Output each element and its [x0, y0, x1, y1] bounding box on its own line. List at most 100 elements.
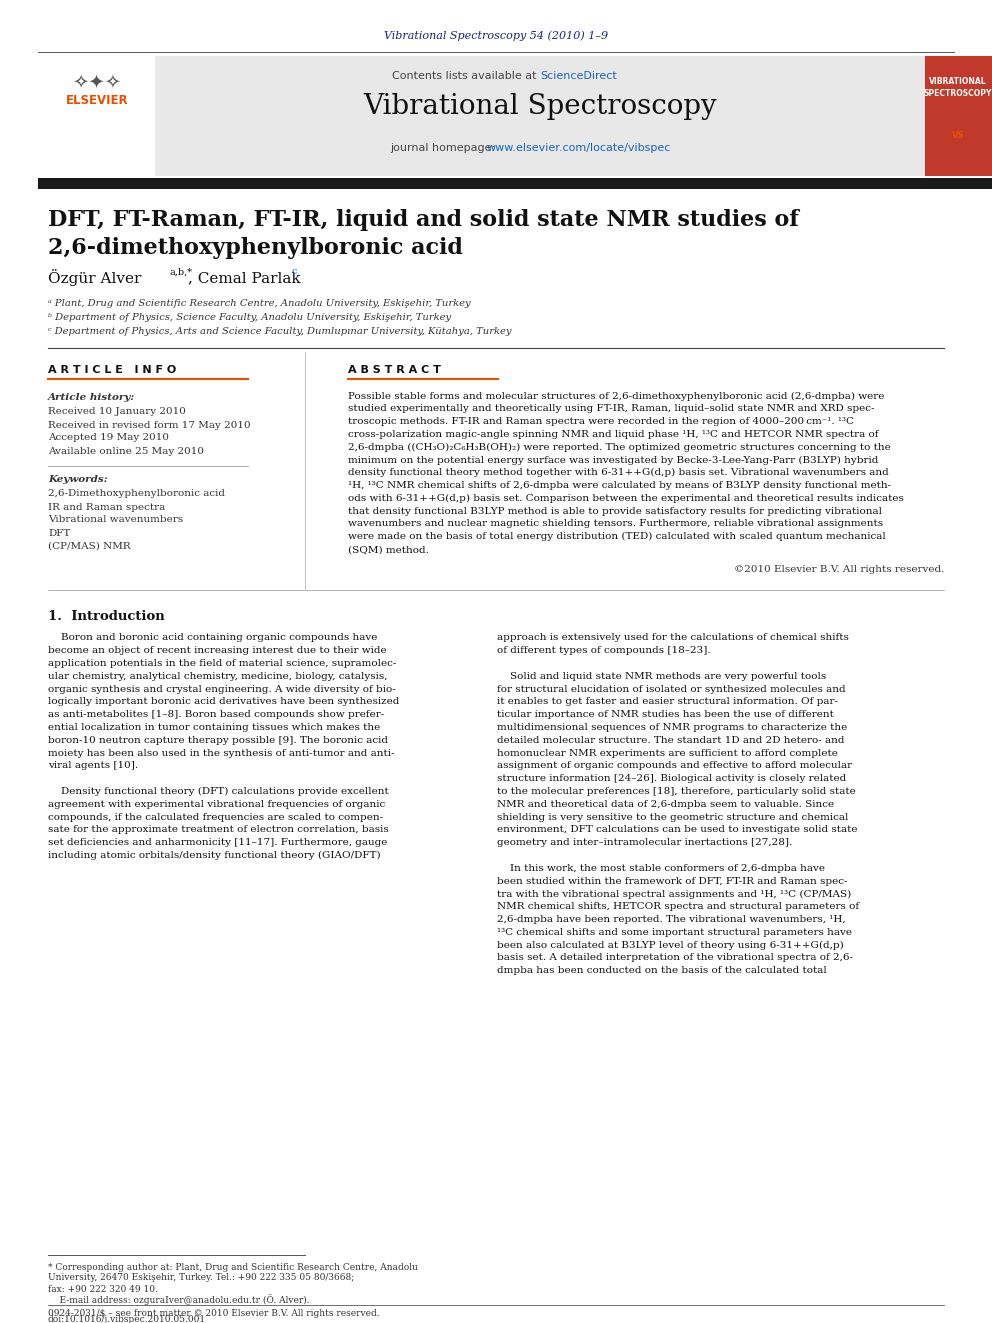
- Text: Solid and liquid state NMR methods are very powerful tools: Solid and liquid state NMR methods are v…: [497, 672, 826, 681]
- Text: 2,6-dmpba ((CH₃O)₂C₆H₃B(OH)₂) were reported. The optimized geometric structures : 2,6-dmpba ((CH₃O)₂C₆H₃B(OH)₂) were repor…: [348, 443, 891, 451]
- Text: agreement with experimental vibrational frequencies of organic: agreement with experimental vibrational …: [48, 800, 385, 808]
- Text: ¹H, ¹³C NMR chemical shifts of 2,6-dmpba were calculated by means of B3LYP densi: ¹H, ¹³C NMR chemical shifts of 2,6-dmpba…: [348, 482, 891, 490]
- Text: ential localization in tumor containing tissues which makes the: ential localization in tumor containing …: [48, 724, 380, 732]
- Text: sate for the approximate treatment of electron correlation, basis: sate for the approximate treatment of el…: [48, 826, 389, 835]
- Text: cross-polarization magic-angle spinning NMR and liquid phase ¹H, ¹³C and HETCOR : cross-polarization magic-angle spinning …: [348, 430, 879, 439]
- Text: shielding is very sensitive to the geometric structure and chemical: shielding is very sensitive to the geome…: [497, 812, 848, 822]
- Text: minimum on the potential energy surface was investigated by Becke-3-Lee-Yang-Par: minimum on the potential energy surface …: [348, 455, 878, 464]
- Text: ELSEVIER: ELSEVIER: [65, 94, 128, 106]
- Text: basis set. A detailed interpretation of the vibrational spectra of 2,6-: basis set. A detailed interpretation of …: [497, 954, 853, 963]
- Text: ✧✦✧: ✧✦✧: [72, 73, 122, 91]
- Text: troscopic methods. FT-IR and Raman spectra were recorded in the region of 4000–2: troscopic methods. FT-IR and Raman spect…: [348, 417, 854, 426]
- Text: moiety has been also used in the synthesis of anti-tumor and anti-: moiety has been also used in the synthes…: [48, 749, 395, 758]
- Text: to the molecular preferences [18], therefore, particularly solid state: to the molecular preferences [18], there…: [497, 787, 856, 796]
- Text: University, 26470 Eskişehir, Turkey. Tel.: +90 222 335 05 80/3668;: University, 26470 Eskişehir, Turkey. Tel…: [48, 1274, 354, 1282]
- Text: studied experimentally and theoretically using FT-IR, Raman, liquid–solid state : studied experimentally and theoretically…: [348, 405, 875, 413]
- Text: of different types of compounds [18–23].: of different types of compounds [18–23].: [497, 647, 710, 655]
- Text: A R T I C L E   I N F O: A R T I C L E I N F O: [48, 365, 177, 374]
- Text: 2,6-dmpba have been reported. The vibrational wavenumbers, ¹H,: 2,6-dmpba have been reported. The vibrat…: [497, 916, 845, 923]
- Text: DFT, FT-Raman, FT-IR, liquid and solid state NMR studies of: DFT, FT-Raman, FT-IR, liquid and solid s…: [48, 209, 799, 232]
- Text: environment, DFT calculations can be used to investigate solid state: environment, DFT calculations can be use…: [497, 826, 857, 835]
- Text: c: c: [292, 267, 298, 277]
- Text: IR and Raman spectra: IR and Raman spectra: [48, 503, 166, 512]
- Text: ᵇ Department of Physics, Science Faculty, Anadolu University, Eskişehir, Turkey: ᵇ Department of Physics, Science Faculty…: [48, 314, 451, 323]
- Text: density functional theory method together with 6-31++G(d,p) basis set. Vibration: density functional theory method togethe…: [348, 468, 889, 478]
- Text: Article history:: Article history:: [48, 393, 135, 401]
- Text: NMR chemical shifts, HETCOR spectra and structural parameters of: NMR chemical shifts, HETCOR spectra and …: [497, 902, 859, 912]
- Text: set deficiencies and anharmonicity [11–17]. Furthermore, gauge: set deficiencies and anharmonicity [11–1…: [48, 839, 387, 847]
- Text: 2,6-Dimethoxyphenylboronic acid: 2,6-Dimethoxyphenylboronic acid: [48, 490, 225, 499]
- Text: become an object of recent increasing interest due to their wide: become an object of recent increasing in…: [48, 647, 387, 655]
- Text: boron-10 neutron capture therapy possible [9]. The boronic acid: boron-10 neutron capture therapy possibl…: [48, 736, 388, 745]
- Text: been also calculated at B3LYP level of theory using 6-31++G(d,p): been also calculated at B3LYP level of t…: [497, 941, 844, 950]
- Text: organic synthesis and crystal engineering. A wide diversity of bio-: organic synthesis and crystal engineerin…: [48, 685, 396, 693]
- Text: homonuclear NMR experiments are sufficient to afford complete: homonuclear NMR experiments are sufficie…: [497, 749, 838, 758]
- Text: been studied within the framework of DFT, FT-IR and Raman spec-: been studied within the framework of DFT…: [497, 877, 847, 885]
- Bar: [925, 56, 992, 176]
- Text: Possible stable forms and molecular structures of 2,6-dimethoxyphenylboronic aci: Possible stable forms and molecular stru…: [348, 392, 885, 401]
- Text: ticular importance of NMR studies has been the use of different: ticular importance of NMR studies has be…: [497, 710, 834, 720]
- Bar: [38, 179, 992, 189]
- Text: 1.  Introduction: 1. Introduction: [48, 610, 165, 623]
- Text: including atomic orbitals/density functional theory (GIAO/DFT): including atomic orbitals/density functi…: [48, 851, 381, 860]
- Text: journal homepage:: journal homepage:: [390, 143, 499, 153]
- Text: SPECTROSCOPY: SPECTROSCOPY: [924, 90, 992, 98]
- Text: DFT: DFT: [48, 528, 70, 537]
- Text: ©2010 Elsevier B.V. All rights reserved.: ©2010 Elsevier B.V. All rights reserved.: [734, 565, 944, 574]
- Text: VS: VS: [951, 131, 964, 139]
- Bar: [38, 56, 155, 176]
- Text: Contents lists available at: Contents lists available at: [392, 71, 540, 81]
- Text: Özgür Alver: Özgür Alver: [48, 270, 142, 287]
- Text: ᵃ Plant, Drug and Scientific Research Centre, Anadolu University, Eskişehir, Tur: ᵃ Plant, Drug and Scientific Research Ce…: [48, 299, 470, 308]
- Text: NMR and theoretical data of 2,6-dmpba seem to valuable. Since: NMR and theoretical data of 2,6-dmpba se…: [497, 800, 834, 808]
- Text: wavenumbers and nuclear magnetic shielding tensors. Furthermore, reliable vibrat: wavenumbers and nuclear magnetic shieldi…: [348, 520, 883, 528]
- Text: logically important boronic acid derivatives have been synthesized: logically important boronic acid derivat…: [48, 697, 400, 706]
- Text: a,b,*: a,b,*: [170, 267, 193, 277]
- Text: Density functional theory (DFT) calculations provide excellent: Density functional theory (DFT) calculat…: [48, 787, 389, 796]
- Text: structure information [24–26]. Biological activity is closely related: structure information [24–26]. Biologica…: [497, 774, 846, 783]
- Text: Accepted 19 May 2010: Accepted 19 May 2010: [48, 434, 169, 442]
- Text: 2,6-dimethoxyphenylboronic acid: 2,6-dimethoxyphenylboronic acid: [48, 237, 463, 259]
- Text: approach is extensively used for the calculations of chemical shifts: approach is extensively used for the cal…: [497, 634, 849, 643]
- Text: Keywords:: Keywords:: [48, 475, 107, 484]
- Text: www.elsevier.com/locate/vibspec: www.elsevier.com/locate/vibspec: [487, 143, 672, 153]
- Text: ods with 6-31++G(d,p) basis set. Comparison between the experimental and theoret: ods with 6-31++G(d,p) basis set. Compari…: [348, 493, 904, 503]
- Text: doi:10.1016/j.vibspec.2010.05.001: doi:10.1016/j.vibspec.2010.05.001: [48, 1315, 206, 1323]
- Text: detailed molecular structure. The standart 1D and 2D hetero- and: detailed molecular structure. The standa…: [497, 736, 844, 745]
- Text: it enables to get faster and easier structural information. Of par-: it enables to get faster and easier stru…: [497, 697, 838, 706]
- Text: tra with the vibrational spectral assignments and ¹H, ¹³C (CP/MAS): tra with the vibrational spectral assign…: [497, 889, 851, 898]
- Text: E-mail address: ozguraIver@anadolu.edu.tr (Ö. Alver).: E-mail address: ozguraIver@anadolu.edu.t…: [48, 1294, 310, 1306]
- Text: Available online 25 May 2010: Available online 25 May 2010: [48, 446, 204, 455]
- Text: (CP/MAS) NMR: (CP/MAS) NMR: [48, 541, 131, 550]
- Text: viral agents [10].: viral agents [10].: [48, 762, 138, 770]
- Text: for structural elucidation of isolated or synthesized molecules and: for structural elucidation of isolated o…: [497, 685, 845, 693]
- Text: ᶜ Department of Physics, Arts and Science Faculty, Dumlupınar University, Kütahy: ᶜ Department of Physics, Arts and Scienc…: [48, 328, 512, 336]
- Text: Vibrational Spectroscopy: Vibrational Spectroscopy: [363, 94, 717, 120]
- Text: were made on the basis of total energy distribution (TED) calculated with scaled: were made on the basis of total energy d…: [348, 532, 886, 541]
- Text: multidimensional sequences of NMR programs to characterize the: multidimensional sequences of NMR progra…: [497, 724, 847, 732]
- Text: as anti-metabolites [1–8]. Boron based compounds show prefer-: as anti-metabolites [1–8]. Boron based c…: [48, 710, 384, 720]
- Text: * Corresponding author at: Plant, Drug and Scientific Research Centre, Anadolu: * Corresponding author at: Plant, Drug a…: [48, 1262, 418, 1271]
- Text: compounds, if the calculated frequencies are scaled to compen-: compounds, if the calculated frequencies…: [48, 812, 383, 822]
- Bar: [155, 56, 925, 176]
- Text: Received in revised form 17 May 2010: Received in revised form 17 May 2010: [48, 421, 251, 430]
- Text: A B S T R A C T: A B S T R A C T: [348, 365, 440, 374]
- Text: 0924-2031/$ – see front matter © 2010 Elsevier B.V. All rights reserved.: 0924-2031/$ – see front matter © 2010 El…: [48, 1308, 380, 1318]
- Text: Vibrational wavenumbers: Vibrational wavenumbers: [48, 516, 184, 524]
- Text: Vibrational Spectroscopy 54 (2010) 1–9: Vibrational Spectroscopy 54 (2010) 1–9: [384, 30, 608, 41]
- Text: In this work, the most stable conformers of 2,6-dmpba have: In this work, the most stable conformers…: [497, 864, 825, 873]
- Text: application potentials in the field of material science, supramolec-: application potentials in the field of m…: [48, 659, 397, 668]
- Text: Boron and boronic acid containing organic compounds have: Boron and boronic acid containing organi…: [48, 634, 377, 643]
- Text: (SQM) method.: (SQM) method.: [348, 545, 429, 554]
- Text: , Cemal Parlak: , Cemal Parlak: [188, 271, 301, 284]
- Text: geometry and inter–intramolecular inertactions [27,28].: geometry and inter–intramolecular inerta…: [497, 839, 793, 847]
- Text: ¹³C chemical shifts and some important structural parameters have: ¹³C chemical shifts and some important s…: [497, 927, 852, 937]
- Text: fax: +90 222 320 49 10.: fax: +90 222 320 49 10.: [48, 1285, 158, 1294]
- Text: assignment of organic compounds and effective to afford molecular: assignment of organic compounds and effe…: [497, 762, 852, 770]
- Text: ScienceDirect: ScienceDirect: [540, 71, 617, 81]
- Text: Received 10 January 2010: Received 10 January 2010: [48, 407, 186, 417]
- Text: dmpba has been conducted on the basis of the calculated total: dmpba has been conducted on the basis of…: [497, 966, 826, 975]
- Text: ular chemistry, analytical chemistry, medicine, biology, catalysis,: ular chemistry, analytical chemistry, me…: [48, 672, 388, 681]
- Text: that density functional B3LYP method is able to provide satisfactory results for: that density functional B3LYP method is …: [348, 507, 882, 516]
- Text: VIBRATIONAL: VIBRATIONAL: [930, 78, 987, 86]
